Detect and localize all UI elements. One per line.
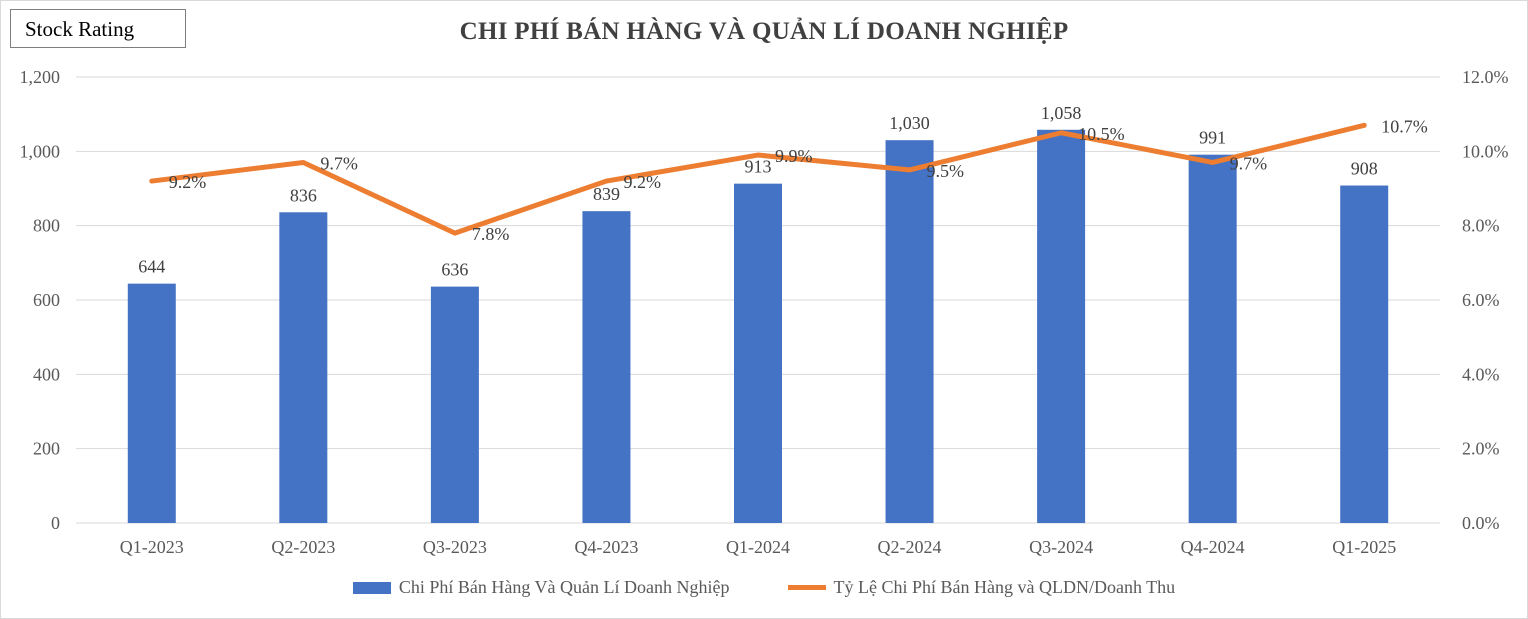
bar [1188,154,1237,523]
y-left-tick-label: 1,000 [20,141,61,161]
y-right-tick-label: 4.0% [1462,364,1500,384]
legend-label-bar: Chi Phí Bán Hàng Và Quản Lí Doanh Nghiệp [398,577,730,597]
line-data-label: 9.2% [169,172,207,192]
bar-data-label: 908 [1351,159,1378,179]
bar-data-label: 991 [1199,128,1226,148]
bar-data-label: 1,058 [1041,103,1082,123]
line-series [149,122,1367,236]
bar-data-label: 636 [441,260,468,280]
bar [1340,185,1389,523]
y-left-tick-label: 800 [33,216,60,236]
legend: Chi Phí Bán Hàng Và Quản Lí Doanh Nghiệp… [0,577,1528,598]
y-left-tick-label: 1,200 [20,67,61,87]
legend-label-line: Tỷ Lệ Chi Phí Bán Hàng và QLDN/Doanh Thu [833,577,1176,597]
line-data-label: 7.8% [472,224,510,244]
x-tick-label: Q3-2024 [1029,537,1093,557]
x-tick-label: Q3-2023 [423,537,487,557]
bar-data-label: 913 [745,157,772,177]
bar [582,211,631,523]
chart-title: CHI PHÍ BÁN HÀNG VÀ QUẢN LÍ DOANH NGHIỆP [459,18,1069,45]
x-tick-label: Q4-2024 [1181,537,1245,557]
bar [127,283,176,523]
y-right-tick-label: 0.0% [1462,513,1500,533]
legend-swatch-bar [352,581,391,594]
x-tick-label: Q4-2023 [574,537,638,557]
x-tick-label: Q1-2023 [120,537,184,557]
legend-item-bar: Chi Phí Bán Hàng Và Quản Lí Doanh Nghiệp [352,577,730,598]
bar-data-label: 1,030 [889,113,930,133]
x-tick-label: Q2-2024 [878,537,942,557]
x-tick-label: Q1-2025 [1332,537,1396,557]
bar-data-label: 836 [290,185,317,205]
stock-rating-badge: Stock Rating [10,9,186,48]
line-data-label: 9.2% [623,172,661,192]
y-left-tick-label: 400 [33,364,60,384]
line-data-label: 10.5% [1078,124,1125,144]
bar [885,140,934,523]
line-data-label: 10.7% [1381,116,1428,136]
y-right-tick-label: 2.0% [1462,439,1500,459]
y-right-tick-label: 8.0% [1462,216,1500,236]
x-tick-label: Q1-2024 [726,537,790,557]
y-right-tick-label: 12.0% [1462,67,1509,87]
bar-data-label: 839 [593,184,620,204]
bar-data-label: 644 [138,257,165,277]
y-right-tick-label: 6.0% [1462,290,1500,310]
line-data-label: 9.7% [320,153,358,173]
legend-swatch-line [787,585,826,590]
x-tick-label: Q2-2023 [271,537,335,557]
bar [1037,129,1086,523]
y-right-tick-label: 10.0% [1462,141,1509,161]
legend-item-line: Tỷ Lệ Chi Phí Bán Hàng và QLDN/Doanh Thu [787,577,1176,598]
bar [430,286,479,523]
y-left-tick-label: 0 [51,513,60,533]
bar [279,212,328,523]
line-data-label: 9.5% [927,161,965,181]
line-data-label: 9.7% [1230,153,1268,173]
y-left-tick-label: 600 [33,290,60,310]
line-data-label: 9.9% [775,146,813,166]
y-left-tick-label: 200 [33,439,60,459]
bar [734,183,782,523]
